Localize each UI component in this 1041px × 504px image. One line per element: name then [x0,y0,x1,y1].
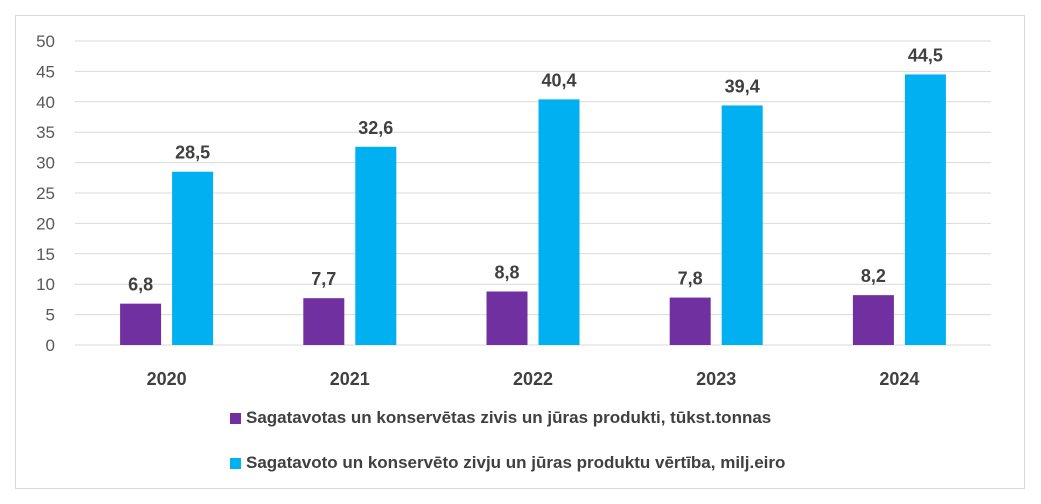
x-axis: 2020 2021 2022 2023 2024 [147,369,920,389]
data-label: 40,4 [541,70,576,90]
legend-label-value: Sagatavoto un konservēto zivju un jūras … [246,453,786,472]
data-label: 8,8 [494,262,519,282]
data-label: 39,4 [725,76,760,96]
y-tick-label: 35 [36,123,55,142]
y-tick-label: 40 [36,93,55,112]
bar-volume-2022 [486,291,528,345]
data-label: 8,2 [861,266,886,286]
y-tick-label: 20 [36,214,55,233]
x-tick-label: 2021 [330,369,370,389]
x-tick-label: 2020 [147,369,187,389]
legend-swatch-value [230,457,241,469]
bar-value-2022 [538,99,580,345]
bar-volume-2023 [669,297,711,345]
data-label: 28,5 [175,143,210,163]
bars [120,74,946,345]
legend-label-volume: Sagatavotas un konservētas zivis un jūra… [246,408,772,427]
data-label: 6,8 [128,275,153,295]
x-tick-label: 2022 [513,369,553,389]
data-label: 32,6 [358,118,393,138]
bar-chart: 0 5 10 15 20 25 30 35 40 45 50 6,8 28,5 7,7 32,6 8,8 40… [36,32,991,389]
bar-value-2023 [721,105,763,345]
legend-item-value: Sagatavoto un konservēto zivju un jūras … [230,453,785,473]
chart-frame: 0 5 10 15 20 25 30 35 40 45 50 6,8 28,5 7,7 32,6 8,8 40… [15,15,1025,489]
y-tick-label: 10 [36,275,55,294]
legend-item-volume: Sagatavotas un konservētas zivis un jūra… [230,408,771,428]
y-tick-label: 0 [46,336,55,355]
y-tick-label: 45 [36,62,55,81]
bar-value-2021 [355,146,397,345]
bar-volume-2024 [852,295,894,345]
y-tick-label: 30 [36,154,55,173]
gridlines [75,40,991,346]
x-tick-label: 2024 [879,369,919,389]
x-tick-label: 2023 [696,369,736,389]
y-tick-label: 50 [36,32,55,51]
y-tick-label: 15 [36,245,55,264]
data-label: 44,5 [908,45,943,65]
y-axis: 0 5 10 15 20 25 30 35 40 45 50 [36,32,55,355]
bar-value-2024 [904,74,946,345]
data-labels: 6,8 28,5 7,7 32,6 8,8 40,4 7,8 39,4 8,2 44,5 [128,45,943,294]
data-label: 7,8 [678,269,703,289]
y-tick-label: 5 [46,306,55,325]
y-tick-label: 25 [36,184,55,203]
bar-volume-2020 [120,303,162,345]
legend-swatch-volume [230,412,241,424]
data-label: 7,7 [311,269,336,289]
bar-volume-2021 [303,298,345,345]
bar-value-2020 [172,171,214,345]
